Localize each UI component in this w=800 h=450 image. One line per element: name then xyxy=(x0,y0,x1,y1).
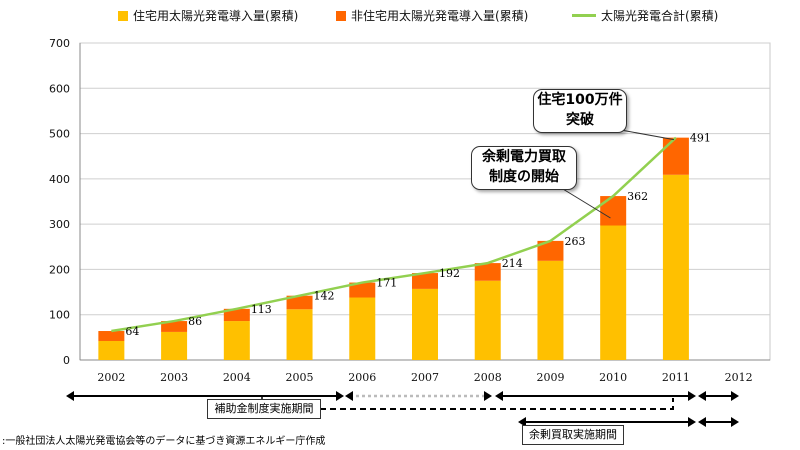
callout-million-line-1: 住宅100万件 xyxy=(537,92,623,108)
bar-residential xyxy=(412,288,438,360)
surplus2-arrow-head-left xyxy=(698,417,706,427)
x-tick-label: 2005 xyxy=(286,371,314,384)
x-tick-label: 2012 xyxy=(725,371,753,384)
bar-nonresidential xyxy=(474,263,501,281)
x-tick-label: 2011 xyxy=(662,371,690,384)
surplus-arrow-head-right xyxy=(688,417,696,427)
x-tick-label: 2008 xyxy=(474,371,502,384)
subsidy3-arrow-head-left xyxy=(698,391,706,401)
bar-nonresidential xyxy=(600,196,627,226)
data-label: 491 xyxy=(690,132,711,145)
line-total xyxy=(111,136,677,333)
gap-arrow-head-left xyxy=(345,391,353,401)
y-tick-label: 300 xyxy=(49,218,70,231)
surplus-arrow-head-left xyxy=(518,417,526,427)
data-label: 214 xyxy=(502,257,523,270)
legend-swatch-nonresidential xyxy=(336,10,346,21)
gap-arrow-head-right xyxy=(484,391,492,401)
subsidy2-arrow-head-right xyxy=(688,391,696,401)
legend-line-total xyxy=(572,14,596,17)
bar-residential xyxy=(600,225,627,360)
x-tick-label: 2009 xyxy=(536,371,564,384)
y-tick-label: 0 xyxy=(63,354,70,367)
callout-surplus-line-1: 余剰電力買取 xyxy=(482,149,566,165)
x-tick-label: 2010 xyxy=(599,371,627,384)
callout-million-line-2: 突破 xyxy=(566,112,594,128)
surplus-period-label: 余剰買取実施期間 xyxy=(522,425,624,445)
legend-item-total: 太陽光発電合計(累積) xyxy=(572,7,718,24)
bar-nonresidential xyxy=(161,321,188,332)
y-tick-label: 100 xyxy=(49,309,70,322)
bar-residential xyxy=(286,309,313,360)
y-tick-label: 200 xyxy=(49,263,70,276)
bar-nonresidential xyxy=(412,273,438,289)
bar-nonresidential xyxy=(537,240,564,261)
bar-residential xyxy=(161,331,188,360)
bar-nonresidential xyxy=(223,308,250,322)
data-label: 171 xyxy=(376,277,397,290)
data-label: 362 xyxy=(627,190,648,203)
y-tick-label: 600 xyxy=(49,82,70,95)
y-tick-label: 500 xyxy=(49,128,70,141)
callout-surplus-purchase: 余剰電力買取 制度の開始 xyxy=(471,146,577,190)
bar-nonresidential xyxy=(662,137,689,175)
legend-label-total: 太陽光発電合計(累積) xyxy=(601,9,719,23)
data-label: 142 xyxy=(314,290,335,303)
x-tick-label: 2003 xyxy=(160,371,188,384)
bar-residential xyxy=(223,321,250,360)
bar-residential xyxy=(349,297,376,360)
x-tick-label: 2004 xyxy=(223,371,251,384)
x-tick-label: 2006 xyxy=(348,371,376,384)
surplus2-arrow-head-right xyxy=(731,417,739,427)
subsidy-period-label: 補助金制度実施期間 xyxy=(207,399,321,419)
x-tick-label: 2007 xyxy=(411,371,439,384)
data-label: 192 xyxy=(439,267,460,280)
legend-label-residential: 住宅用太陽光発電導入量(累積) xyxy=(133,9,299,23)
bar-residential xyxy=(662,174,689,360)
subsidy2-arrow-head-left xyxy=(495,391,503,401)
data-label: 263 xyxy=(564,235,585,248)
chart-legend: 住宅用太陽光発電導入量(累積) 非住宅用太陽光発電導入量(累積) 太陽光発電合計… xyxy=(0,4,800,26)
bar-residential xyxy=(474,280,501,360)
bar-nonresidential xyxy=(349,282,376,298)
subsidy-dashed-link xyxy=(320,398,674,410)
legend-swatch-residential xyxy=(118,10,128,21)
subsidy-arrow-head-right xyxy=(336,391,344,401)
x-tick-label: 2002 xyxy=(97,371,125,384)
callout-surplus-pointer xyxy=(557,185,611,219)
y-tick-label: 400 xyxy=(49,173,70,186)
callout-surplus-line-2: 制度の開始 xyxy=(489,169,559,185)
y-tick-label: 700 xyxy=(49,37,70,50)
data-label: 64 xyxy=(125,325,139,338)
data-label: 86 xyxy=(188,315,202,328)
callout-million-homes: 住宅100万件 突破 xyxy=(533,89,627,133)
data-label: 113 xyxy=(251,303,272,316)
legend-label-nonresidential: 非住宅用太陽光発電導入量(累積) xyxy=(351,9,529,23)
legend-item-nonresidential: 非住宅用太陽光発電導入量(累積) xyxy=(336,7,528,24)
bar-residential xyxy=(537,260,564,360)
subsidy-arrow-head-left xyxy=(66,391,74,401)
bar-nonresidential xyxy=(98,331,125,341)
bar-residential xyxy=(98,340,125,360)
source-note: :一般社団法人太陽光発電協会等のデータに基づき資源エネルギー庁作成 xyxy=(2,436,326,447)
subsidy3-arrow-head-right xyxy=(731,391,739,401)
bar-nonresidential xyxy=(286,295,313,310)
legend-item-residential: 住宅用太陽光発電導入量(累積) xyxy=(118,7,298,24)
